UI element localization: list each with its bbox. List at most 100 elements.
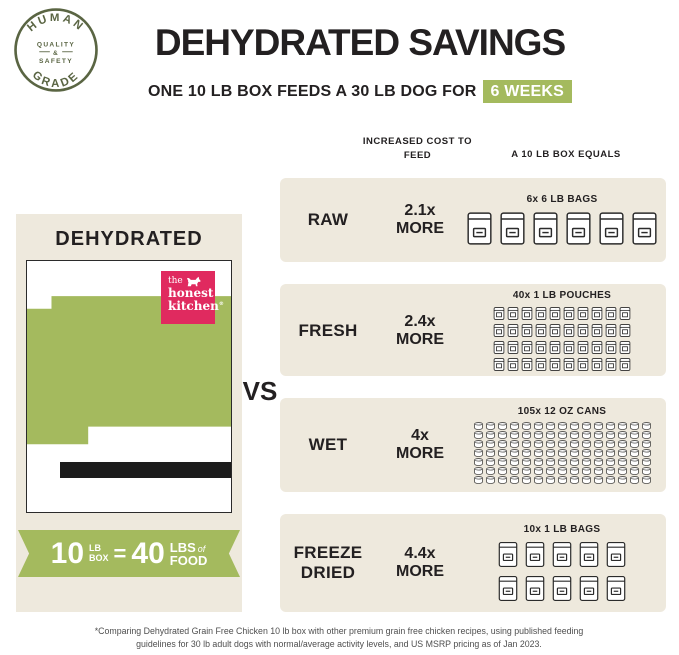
can-icon bbox=[521, 449, 531, 457]
ribbon-lbs: LBS bbox=[169, 539, 196, 555]
page-subtitle: ONE 10 LB BOX FEEDS A 30 LB DOG FOR 6 WEE… bbox=[100, 80, 620, 103]
can-icon bbox=[533, 476, 543, 484]
can-icon bbox=[629, 476, 639, 484]
pouch-icon bbox=[521, 358, 533, 371]
can-icon bbox=[641, 422, 651, 430]
can-icon bbox=[521, 422, 531, 430]
cost-multiplier: 4.4x bbox=[404, 544, 436, 562]
can-icon bbox=[497, 467, 507, 475]
pouch-icon bbox=[619, 324, 631, 337]
can-icon bbox=[557, 458, 567, 466]
pouch-icon bbox=[577, 341, 589, 354]
ribbon-box: BOX bbox=[89, 552, 109, 563]
pouch-icon bbox=[507, 307, 519, 320]
pouch-icon bbox=[563, 324, 575, 337]
cost-multiplier: 4x bbox=[411, 426, 429, 444]
badge-ring bbox=[14, 8, 98, 92]
pouch-icon bbox=[619, 358, 631, 371]
can-icon bbox=[473, 467, 483, 475]
pouch-icon bbox=[577, 307, 589, 320]
pouch-icon bbox=[493, 341, 505, 354]
can-icon bbox=[641, 467, 651, 475]
cost-more-label: MORE bbox=[396, 331, 444, 348]
pouch-icon bbox=[563, 358, 575, 371]
can-icon bbox=[593, 458, 603, 466]
disclaimer-footnote: *Comparing Dehydrated Grain Free Chicken… bbox=[94, 626, 584, 649]
can-icon bbox=[617, 449, 627, 457]
can-icon bbox=[521, 467, 531, 475]
pouch-icon bbox=[507, 324, 519, 337]
product-box-illustration: the honest kitchen® bbox=[26, 260, 232, 513]
pouch-icon bbox=[591, 324, 603, 337]
vs-label: VS bbox=[242, 376, 278, 406]
box-black-bar bbox=[59, 461, 231, 479]
can-icon bbox=[629, 449, 639, 457]
can-icon bbox=[509, 431, 519, 439]
ribbon-of: of bbox=[197, 543, 206, 554]
ribbon-10: 10 bbox=[50, 536, 85, 570]
can-icon bbox=[581, 449, 591, 457]
subtitle-text: ONE 10 LB BOX FEEDS A 30 LB DOG FOR bbox=[148, 83, 477, 100]
honest-kitchen-logo: the honest kitchen® bbox=[161, 271, 224, 324]
can-icon bbox=[557, 449, 567, 457]
can-icon bbox=[617, 476, 627, 484]
can-icon bbox=[581, 458, 591, 466]
comparison-row-wet: WET 4x MORE 105x 12 OZ CANS bbox=[280, 398, 666, 492]
pouch-icon bbox=[549, 341, 561, 354]
can-icon bbox=[545, 476, 555, 484]
dehydrated-panel: DEHYDRATED the honest kitchen® 10 LB BOX bbox=[16, 214, 242, 612]
pouch-icon bbox=[591, 358, 603, 371]
can-icon bbox=[521, 431, 531, 439]
comparison-row-freeze-dried: FREEZE DRIED 4.4x MORE 10x 1 LB BAGS bbox=[280, 514, 666, 612]
can-icon bbox=[629, 458, 639, 466]
package-icons bbox=[493, 306, 631, 372]
can-icon bbox=[569, 440, 579, 448]
pouch-icon bbox=[493, 307, 505, 320]
can-icon bbox=[545, 458, 555, 466]
can-icon bbox=[545, 422, 555, 430]
food-type-label: FREEZE DRIED bbox=[293, 543, 363, 582]
can-icon bbox=[473, 431, 483, 439]
can-icon bbox=[617, 422, 627, 430]
can-icon bbox=[485, 422, 495, 430]
badge-quality-text: QUALITY bbox=[37, 41, 75, 48]
pouch-icon bbox=[535, 307, 547, 320]
bag-small-icon bbox=[552, 575, 572, 601]
bag-icon bbox=[467, 211, 492, 245]
can-icon bbox=[593, 440, 603, 448]
package-icons bbox=[497, 540, 627, 603]
can-icon bbox=[473, 422, 483, 430]
pouch-icon bbox=[549, 307, 561, 320]
ribbon-equals-sign: = bbox=[113, 540, 127, 566]
pouch-icon bbox=[563, 307, 575, 320]
pouch-icon bbox=[507, 341, 519, 354]
cost-multiplier: 2.4x bbox=[404, 312, 436, 330]
can-icon bbox=[617, 431, 627, 439]
can-icon bbox=[629, 422, 639, 430]
can-icon bbox=[485, 458, 495, 466]
bag-icon bbox=[632, 211, 657, 245]
pouch-icon bbox=[535, 324, 547, 337]
can-icon bbox=[629, 467, 639, 475]
can-icon bbox=[473, 476, 483, 484]
pouch-icon bbox=[577, 358, 589, 371]
pouch-icon bbox=[493, 358, 505, 371]
can-icon bbox=[581, 422, 591, 430]
can-icon bbox=[593, 449, 603, 457]
can-icon bbox=[557, 422, 567, 430]
can-icon bbox=[569, 449, 579, 457]
bag-small-icon bbox=[606, 575, 626, 601]
can-icon bbox=[617, 458, 627, 466]
bag-icon bbox=[500, 211, 525, 245]
can-icon bbox=[533, 440, 543, 448]
pouch-icon bbox=[605, 341, 617, 354]
pouch-icon bbox=[493, 324, 505, 337]
can-icon bbox=[533, 458, 543, 466]
equivalent-label: 6x 6 LB BAGS bbox=[526, 193, 598, 205]
can-icon bbox=[605, 431, 615, 439]
pouch-icon bbox=[535, 358, 547, 371]
can-icon bbox=[641, 458, 651, 466]
can-icon bbox=[605, 422, 615, 430]
can-icon bbox=[545, 449, 555, 457]
